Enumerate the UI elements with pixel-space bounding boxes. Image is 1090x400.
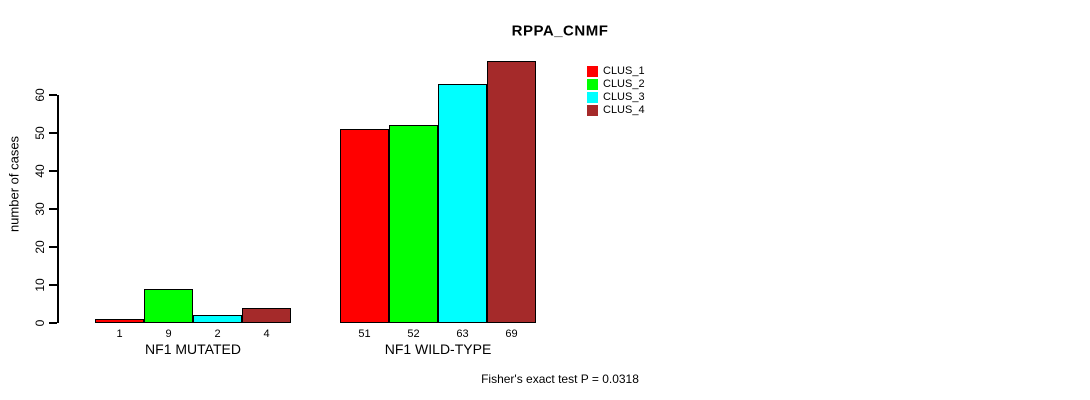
legend-swatch [587, 79, 598, 90]
bar [95, 319, 144, 323]
legend-label: CLUS_3 [603, 91, 645, 103]
legend: CLUS_1 CLUS_2 CLUS_3 CLUS_4 [587, 66, 645, 118]
y-axis-tick-label: 20 [33, 240, 47, 254]
y-axis-tick [49, 284, 57, 286]
bar [340, 129, 389, 323]
y-axis-tick [49, 322, 57, 324]
y-axis-line [57, 95, 59, 323]
chart-title: RPPA_CNMF [511, 22, 609, 40]
bar-value-label: 9 [165, 328, 172, 340]
bar [193, 315, 242, 323]
bar [144, 288, 193, 323]
bar-value-label: 69 [505, 328, 518, 340]
bar-value-label: 2 [214, 328, 221, 340]
legend-swatch [587, 105, 598, 116]
legend-label: CLUS_4 [603, 104, 645, 116]
bar-value-label: 52 [407, 328, 420, 340]
y-axis-label: number of cases [6, 135, 22, 233]
bar [438, 83, 487, 323]
y-axis-tick-label: 30 [33, 202, 47, 216]
legend-item: CLUS_1 [587, 66, 645, 77]
legend-label: CLUS_1 [603, 65, 645, 77]
y-axis-tick-label: 0 [33, 319, 47, 327]
y-axis-tick [49, 246, 57, 248]
bar [389, 125, 438, 323]
bar [242, 307, 291, 323]
y-axis-tick-label: 60 [33, 88, 47, 102]
bar-value-label: 63 [456, 328, 469, 340]
y-axis-tick-label: 40 [33, 164, 47, 178]
category-label: NF1 WILD-TYPE [384, 341, 492, 357]
legend-swatch [587, 92, 598, 103]
y-axis-tick [49, 170, 57, 172]
y-axis-tick [49, 94, 57, 96]
bar-value-label: 51 [358, 328, 371, 340]
y-axis-tick [49, 208, 57, 210]
y-axis-tick [49, 132, 57, 134]
legend-item: CLUS_2 [587, 79, 645, 90]
legend-item: CLUS_4 [587, 105, 645, 116]
y-axis-tick-label: 50 [33, 126, 47, 140]
footnote-text: Fisher's exact test P = 0.0318 [481, 372, 639, 386]
bar-value-label: 4 [263, 328, 270, 340]
legend-item: CLUS_3 [587, 92, 645, 103]
category-label: NF1 MUTATED [145, 341, 241, 357]
y-axis-tick-label: 10 [33, 278, 47, 292]
legend-swatch [587, 66, 598, 77]
legend-label: CLUS_2 [603, 78, 645, 90]
bar-value-label: 1 [116, 328, 123, 340]
bar [487, 60, 536, 323]
